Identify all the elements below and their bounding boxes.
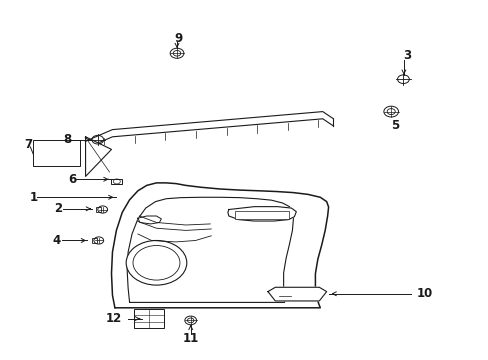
Text: 3: 3 — [402, 49, 410, 62]
Polygon shape — [267, 287, 326, 301]
Text: 6: 6 — [68, 173, 76, 186]
Circle shape — [133, 246, 180, 280]
Bar — [134, 309, 163, 328]
Polygon shape — [227, 207, 296, 221]
Text: 9: 9 — [174, 32, 182, 45]
Bar — [96, 207, 101, 212]
Bar — [111, 179, 122, 184]
Text: 10: 10 — [416, 287, 432, 300]
Polygon shape — [138, 216, 161, 224]
Polygon shape — [85, 137, 111, 176]
Text: 7: 7 — [24, 138, 32, 150]
Circle shape — [126, 240, 186, 285]
Text: 1: 1 — [29, 191, 37, 204]
Text: 5: 5 — [390, 119, 398, 132]
Text: 8: 8 — [63, 133, 71, 146]
Text: 11: 11 — [182, 332, 199, 345]
Text: 12: 12 — [106, 312, 122, 325]
Bar — [92, 238, 97, 243]
Bar — [234, 211, 288, 219]
Bar — [33, 140, 80, 166]
Text: 4: 4 — [52, 234, 60, 247]
Text: 2: 2 — [54, 202, 61, 215]
